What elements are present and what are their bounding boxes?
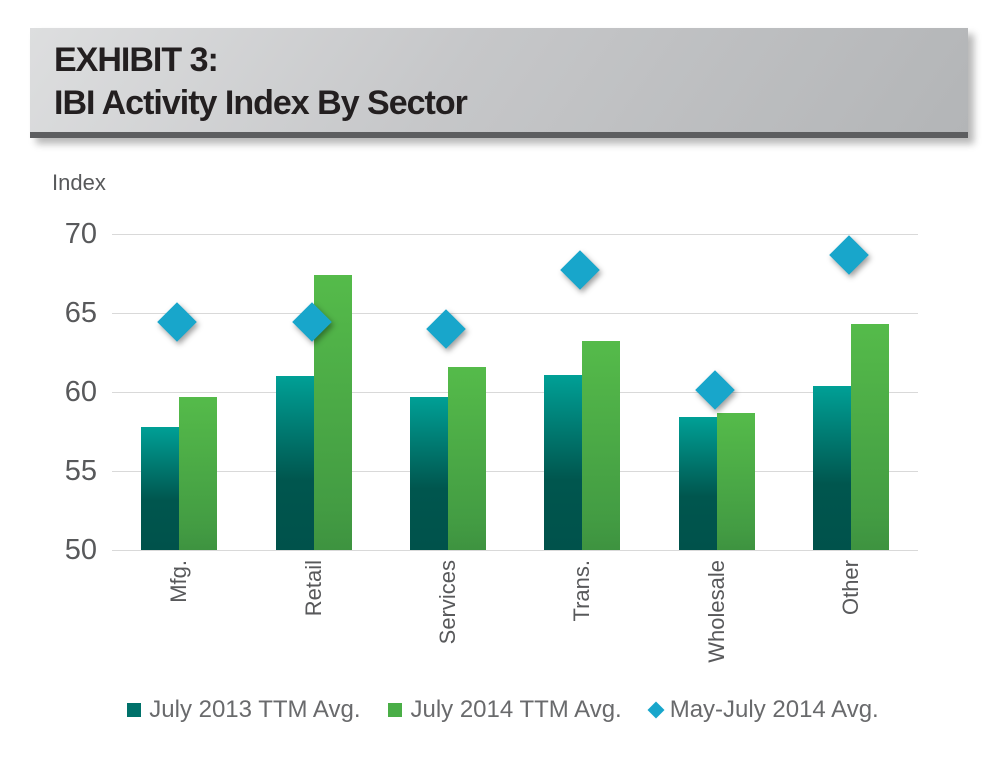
y-tick-label-70: 70 [64,218,97,250]
legend-item-july-2014-ttm-avg-: July 2014 TTM Avg. [388,696,622,724]
legend-item-july-2013-ttm-avg-: July 2013 TTM Avg. [127,696,360,724]
bar-july-2014-ttm-avg--other [850,324,889,550]
legend-square-icon [127,703,142,717]
bar-july-2013-ttm-avg--other [812,385,851,550]
legend-square-icon [388,703,403,717]
legend-diamond-icon [647,701,665,719]
exhibit-header: EXHIBIT 3: IBI Activity Index By Sector [30,28,968,138]
x-category-label-other: Other [837,560,863,616]
gridline-60 [112,392,918,393]
exhibit-title: IBI Activity Index By Sector [54,84,468,122]
y-tick-label-65: 65 [64,297,97,329]
x-category-label-retail: Retail [300,560,326,617]
chart-plot-area [112,234,918,551]
diamond-marker-retail [291,302,332,343]
exhibit-number: EXHIBIT 3: [54,41,219,79]
x-category-label-wholesale: Wholesale [703,560,729,663]
bar-july-2013-ttm-avg--trans [544,374,583,550]
bar-july-2014-ttm-avg--trans [582,341,621,550]
diamond-marker-mfg [157,302,197,343]
diamond-icon [829,234,869,275]
chart-legend: July 2013 TTM Avg. July 2014 TTM Avg. May-… [0,696,1006,724]
x-category-label-trans: Trans. [569,560,595,622]
y-axis-title: Index [52,170,106,195]
x-category-label-services: Services [434,560,460,645]
y-tick-label-50: 50 [64,534,97,566]
diamond-icon [560,250,600,291]
legend-label: May-July 2014 Avg. [669,696,879,723]
y-tick-label-55: 55 [64,455,97,487]
legend-item-may-july-2014-avg-: May-July 2014 Avg. [647,696,879,724]
diamond-marker-services [426,308,466,349]
diamond-marker-trans [560,250,600,291]
bar-july-2013-ttm-avg--services [409,396,448,550]
bar-july-2013-ttm-avg--wholesale [678,417,717,550]
y-tick-label-60: 60 [64,376,97,408]
legend-label: July 2014 TTM Avg. [410,696,622,723]
gridline-55 [112,471,918,472]
diamond-icon [157,302,197,343]
gridline-50 [112,550,918,551]
bar-july-2014-ttm-avg--wholesale [716,412,755,550]
diamond-icon [694,370,735,411]
legend-label: July 2013 TTM Avg. [149,696,361,723]
diamond-icon [291,302,332,343]
diamond-icon [426,308,466,349]
diamond-marker-wholesale [694,370,735,411]
gridline-65 [112,313,918,314]
x-category-label-mfg: Mfg. [166,560,192,603]
diamond-marker-other [829,234,869,275]
bar-july-2014-ttm-avg--mfg [179,396,218,550]
bar-july-2014-ttm-avg--services [447,366,486,550]
gridline-70 [112,234,918,235]
bar-july-2013-ttm-avg--mfg [141,426,180,550]
bar-july-2013-ttm-avg--retail [275,376,314,550]
